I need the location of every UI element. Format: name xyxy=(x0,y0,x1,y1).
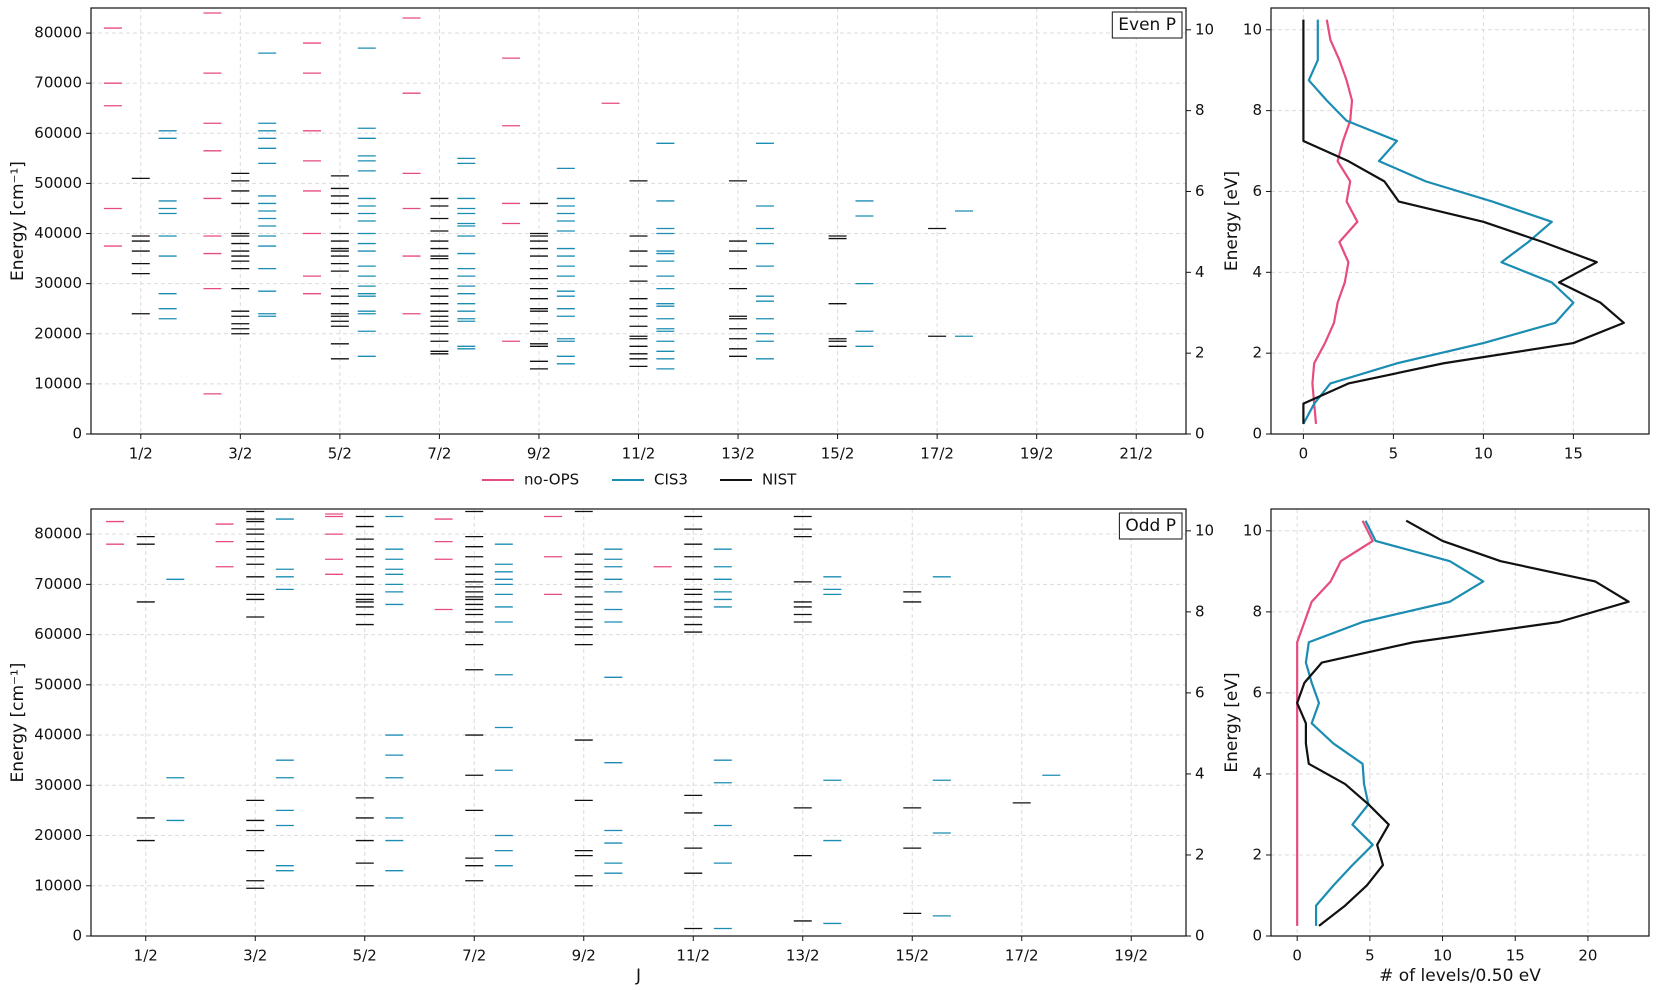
y2-tick-label: 2 xyxy=(1195,344,1205,362)
y-tick-label: 60000 xyxy=(34,625,82,643)
legend-label: NIST xyxy=(762,471,797,489)
y-tick-label: 2 xyxy=(1252,845,1262,863)
y2-tick-label: 0 xyxy=(1195,927,1205,945)
x-tick-label: 5/2 xyxy=(328,445,352,463)
y-tick-label: 10 xyxy=(1243,20,1262,38)
x-axis-label: # of levels/0.50 eV xyxy=(1379,966,1541,986)
y-tick-label: 70000 xyxy=(34,74,82,92)
x-tick-label: 9/2 xyxy=(527,445,551,463)
y2-tick-label: 8 xyxy=(1195,602,1205,620)
x-tick-label: 7/2 xyxy=(462,947,486,965)
y-tick-label: 10000 xyxy=(34,876,82,894)
y-tick-label: 0 xyxy=(1252,425,1262,443)
y2-tick-label: 2 xyxy=(1195,845,1205,863)
y2-tick-label: 8 xyxy=(1195,101,1205,119)
x-tick-label: 15 xyxy=(1564,445,1583,463)
y-tick-label: 30000 xyxy=(34,274,82,292)
x-tick-label: 15 xyxy=(1506,947,1525,965)
y2-tick-label: 6 xyxy=(1195,182,1205,200)
legend-label: CIS3 xyxy=(654,471,688,489)
legend-label: no-OPS xyxy=(524,471,579,489)
y-axis-label: Energy [cm⁻¹] xyxy=(8,663,28,783)
y-tick-label: 60000 xyxy=(34,124,82,142)
y2-axis-label: Energy [eV] xyxy=(1222,171,1242,271)
y2-tick-label: 0 xyxy=(1195,425,1205,443)
x-axis-label: J xyxy=(635,966,641,986)
histogram-line xyxy=(1302,19,1575,425)
y-tick-label: 6 xyxy=(1252,683,1262,701)
axes-frame xyxy=(90,508,1187,937)
y-tick-label: 0 xyxy=(1252,927,1262,945)
histogram-line xyxy=(1296,520,1374,926)
y-tick-label: 10000 xyxy=(34,374,82,392)
y-tick-label: 6 xyxy=(1252,182,1262,200)
y2-tick-label: 10 xyxy=(1195,521,1214,539)
y-tick-label: 20000 xyxy=(34,826,82,844)
x-tick-label: 15/2 xyxy=(895,947,929,965)
x-tick-label: 19/2 xyxy=(1020,445,1054,463)
x-tick-label: 3/2 xyxy=(243,947,267,965)
axes-frame xyxy=(1270,7,1650,435)
x-tick-label: 17/2 xyxy=(920,445,954,463)
y-tick-label: 50000 xyxy=(34,675,82,693)
x-tick-label: 13/2 xyxy=(721,445,755,463)
y-tick-label: 0 xyxy=(72,425,82,443)
y-axis-label: Energy [cm⁻¹] xyxy=(8,161,28,281)
x-tick-label: 1/2 xyxy=(134,947,158,965)
x-tick-label: 0 xyxy=(1299,445,1309,463)
y-tick-label: 80000 xyxy=(34,24,82,42)
histogram-line xyxy=(1311,19,1359,424)
y2-axis-label: Energy [eV] xyxy=(1222,672,1242,772)
y-tick-label: 4 xyxy=(1252,263,1262,281)
y-tick-label: 40000 xyxy=(34,726,82,744)
x-tick-label: 10 xyxy=(1474,445,1493,463)
axes-frame xyxy=(1270,508,1650,937)
x-tick-label: 10 xyxy=(1433,947,1452,965)
annotation-box xyxy=(1111,11,1183,39)
x-tick-label: 21/2 xyxy=(1119,445,1153,463)
x-tick-label: 13/2 xyxy=(786,947,820,965)
annotation: Odd P xyxy=(1125,516,1176,536)
y2-tick-label: 4 xyxy=(1195,263,1205,281)
y-tick-label: 4 xyxy=(1252,764,1262,782)
x-tick-label: 5/2 xyxy=(353,947,377,965)
x-tick-label: 19/2 xyxy=(1114,947,1148,965)
x-tick-label: 3/2 xyxy=(228,445,252,463)
y-tick-label: 70000 xyxy=(34,575,82,593)
x-tick-label: 9/2 xyxy=(572,947,596,965)
y-tick-label: 0 xyxy=(72,927,82,945)
y2-tick-label: 4 xyxy=(1195,764,1205,782)
histogram-line xyxy=(1302,19,1625,424)
y-tick-label: 50000 xyxy=(34,174,82,192)
y-tick-label: 20000 xyxy=(34,324,82,342)
x-tick-label: 0 xyxy=(1292,947,1302,965)
x-tick-label: 5 xyxy=(1365,947,1375,965)
x-tick-label: 1/2 xyxy=(129,445,153,463)
annotation: Even P xyxy=(1118,15,1176,35)
y-tick-label: 80000 xyxy=(34,525,82,543)
x-tick-label: 15/2 xyxy=(821,445,855,463)
x-tick-label: 20 xyxy=(1578,947,1597,965)
y-tick-label: 10 xyxy=(1243,521,1262,539)
annotation-box xyxy=(1118,512,1183,540)
y-tick-label: 30000 xyxy=(34,776,82,794)
y2-tick-label: 6 xyxy=(1195,683,1205,701)
x-tick-label: 5 xyxy=(1389,445,1399,463)
y-tick-label: 2 xyxy=(1252,344,1262,362)
y-tick-label: 8 xyxy=(1252,101,1262,119)
x-tick-label: 17/2 xyxy=(1005,947,1039,965)
y-tick-label: 40000 xyxy=(34,224,82,242)
x-tick-label: 7/2 xyxy=(427,445,451,463)
histogram-line xyxy=(1304,520,1485,926)
histogram-line xyxy=(1296,519,1630,927)
y2-tick-label: 10 xyxy=(1195,20,1214,38)
axes-frame xyxy=(90,7,1187,435)
y-tick-label: 8 xyxy=(1252,602,1262,620)
x-tick-label: 11/2 xyxy=(676,947,710,965)
x-tick-label: 11/2 xyxy=(622,445,656,463)
